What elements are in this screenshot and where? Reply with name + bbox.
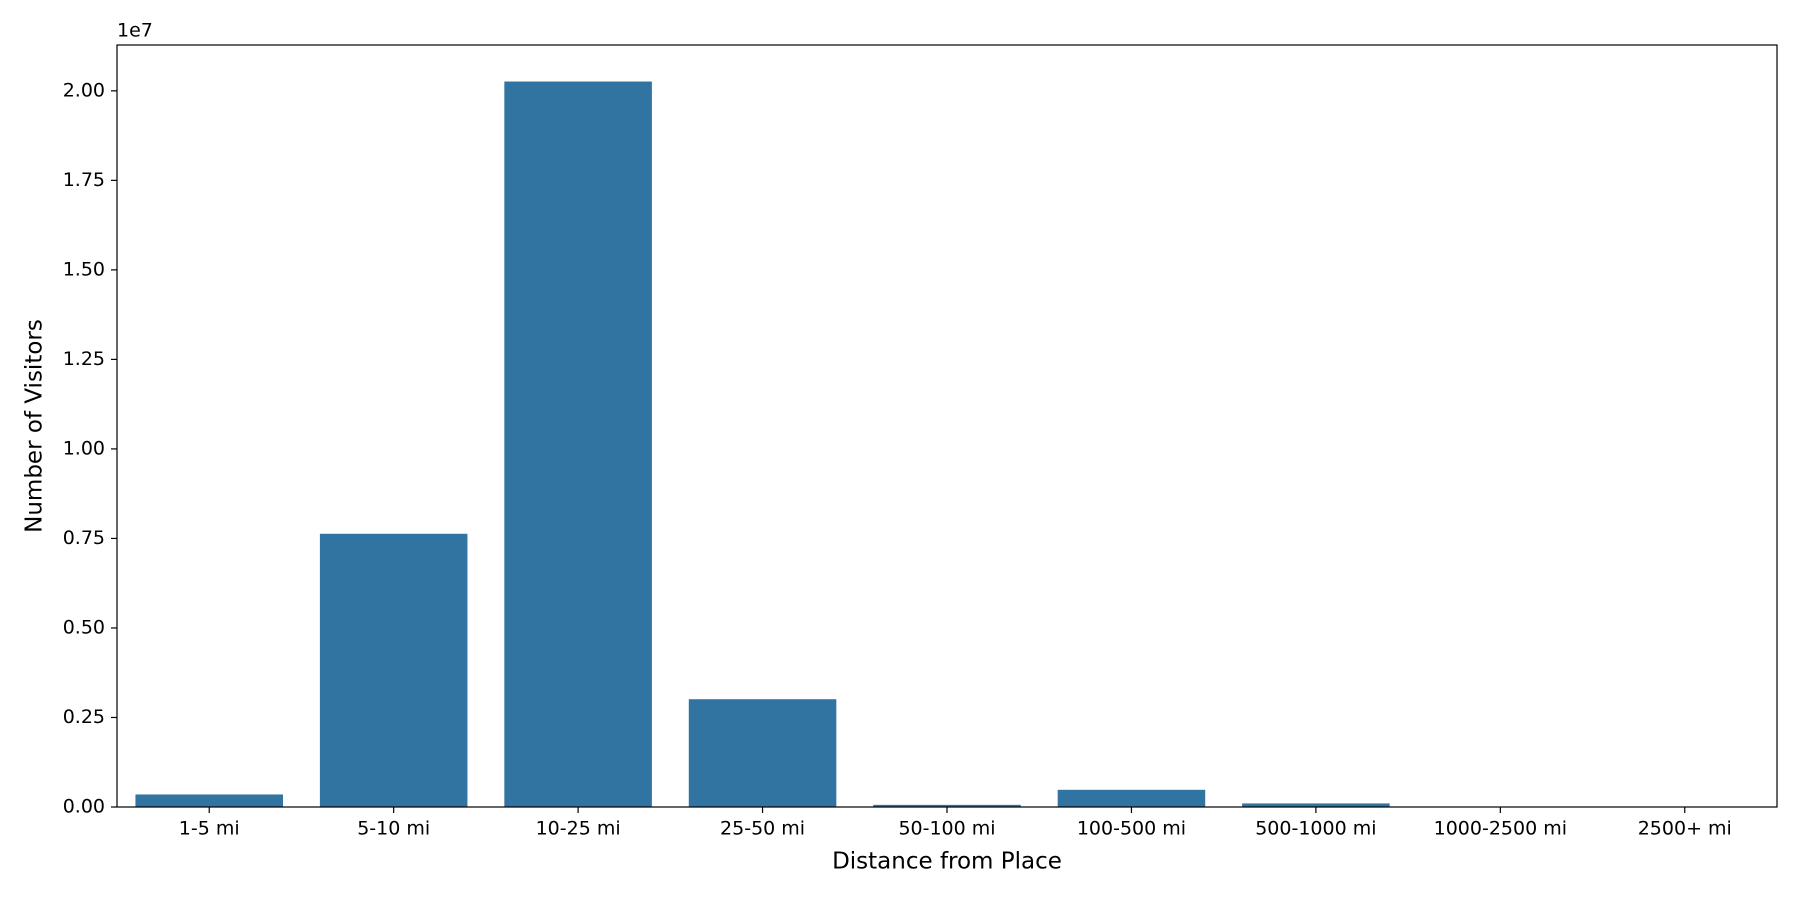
bar xyxy=(135,794,283,807)
y-tick-label: 0.00 xyxy=(63,796,105,818)
y-tick-label: 2.00 xyxy=(63,79,105,101)
bar xyxy=(1242,803,1390,807)
x-tick-label: 1-5 mi xyxy=(179,818,240,840)
x-tick-label: 2500+ mi xyxy=(1638,818,1732,840)
y-tick-label: 1.25 xyxy=(63,348,105,370)
bar xyxy=(873,804,1021,807)
x-tick-label: 25-50 mi xyxy=(720,818,805,840)
bar xyxy=(688,699,837,807)
y-tick-label: 1.50 xyxy=(63,258,105,280)
x-tick-label: 5-10 mi xyxy=(357,818,430,840)
bar xyxy=(319,533,468,807)
x-tick-label: 50-100 mi xyxy=(898,818,995,840)
x-tick-label: 10-25 mi xyxy=(536,818,621,840)
x-tick-label: 500-1000 mi xyxy=(1255,818,1376,840)
y-offset-label: 1e7 xyxy=(117,20,153,42)
y-tick-label: 0.75 xyxy=(63,527,105,549)
plot-frame xyxy=(116,44,1778,808)
y-tick-label: 1.75 xyxy=(63,169,105,191)
y-tick-label: 1.00 xyxy=(63,437,105,459)
x-axis-label: Distance from Place xyxy=(832,849,1062,875)
bar xyxy=(1057,789,1206,807)
y-axis-label: Number of Visitors xyxy=(22,319,48,533)
x-tick-label: 1000-2500 mi xyxy=(1434,818,1567,840)
y-tick-label: 0.25 xyxy=(63,706,105,728)
y-tick-label: 0.50 xyxy=(63,616,105,638)
x-tick-label: 100-500 mi xyxy=(1077,818,1186,840)
bar xyxy=(504,81,652,808)
